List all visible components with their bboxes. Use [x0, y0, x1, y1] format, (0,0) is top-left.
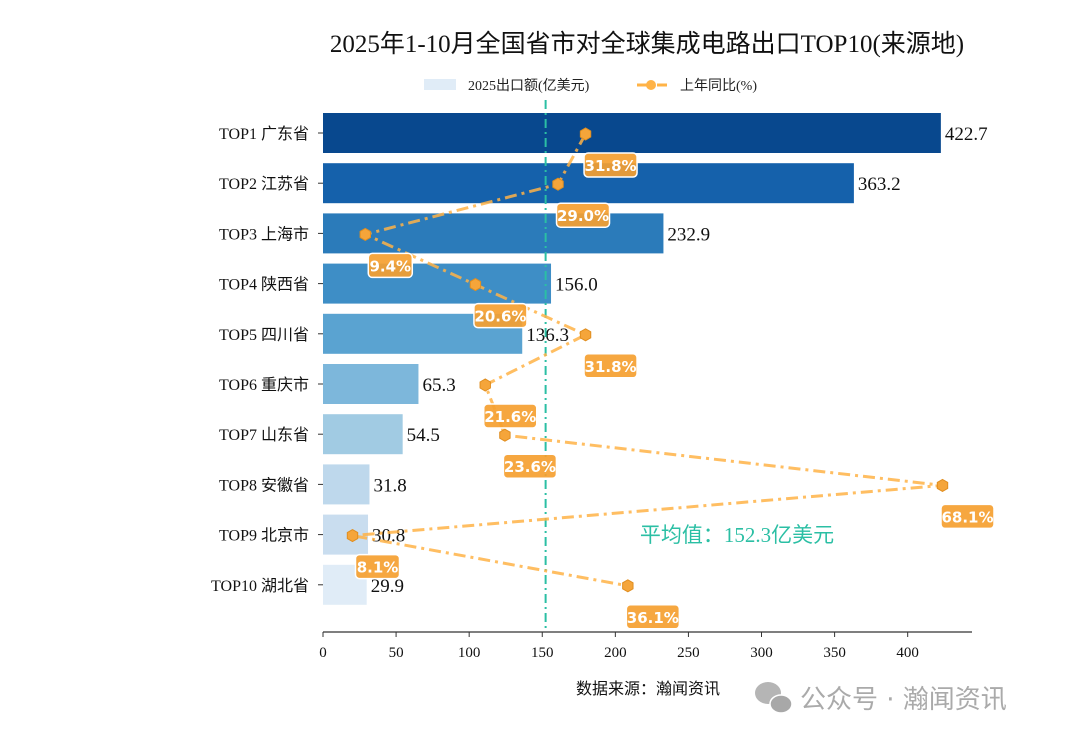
yoy-polyline: [352, 133, 943, 588]
bar: [323, 464, 370, 505]
x-tick-label: 350: [823, 645, 846, 661]
yoy-label-box: [354, 553, 401, 580]
yoy-label-box: [502, 453, 558, 479]
bar: [323, 514, 369, 555]
category-label: TOP10 湖北省: [211, 577, 309, 595]
yoy-marker: [936, 478, 949, 492]
yoy-label-box: [583, 353, 638, 379]
chart-title: 2025年1-10月全国省市对全球集成电路出口TOP10(来源地): [330, 30, 964, 58]
category-label: TOP2 江苏省: [219, 175, 309, 193]
yoy-marker: [552, 177, 564, 191]
category-label: TOP9 北京市: [219, 527, 309, 545]
yoy-label: 8.1%: [357, 559, 399, 577]
yoy-marker: [359, 227, 371, 241]
category-label: TOP6 重庆市: [219, 376, 309, 394]
yoy-label: 31.8%: [585, 358, 637, 376]
bar-value-label: 363.2: [858, 174, 901, 195]
source-note: 数据来源：瀚闻资讯: [576, 680, 720, 698]
x-tick-label: 300: [750, 645, 773, 661]
yoy-marker: [346, 529, 359, 543]
category-label: TOP8 安徽省: [219, 476, 309, 494]
yoy-label-box: [940, 503, 995, 530]
yoy-label: 36.1%: [627, 609, 679, 627]
x-tick-label: 200: [604, 645, 627, 661]
bar-value-label: 156.0: [555, 275, 598, 296]
x-tick-label: 250: [677, 645, 700, 661]
legend-label-line: 上年同比(%): [680, 78, 757, 94]
x-tick-label: 150: [531, 645, 554, 661]
category-label: TOP7 山东省: [219, 426, 309, 444]
bar-value-label: 29.9: [371, 576, 404, 597]
x-tick-label: 0: [319, 645, 327, 661]
yoy-label: 20.6%: [474, 308, 526, 326]
yoy-marker: [622, 579, 634, 593]
bar-value-label: 31.8: [373, 475, 406, 496]
yoy-label: 31.8%: [585, 157, 637, 175]
bar-value-label: 232.9: [667, 224, 710, 245]
category-label: TOP3 上海市: [219, 225, 309, 243]
yoy-label: 29.0%: [557, 207, 609, 225]
category-label: TOP5 四川省: [219, 326, 309, 344]
legend-label-bar: 2025出口额(亿美元): [468, 78, 590, 94]
wechat-icon: [755, 682, 793, 714]
yoy-line: 31.8% 29.0% 9.4% 20.6% 31.8% 21.6% 23.6% 68.1% 8…: [346, 127, 995, 630]
bar-value-label: 422.7: [945, 124, 988, 145]
yoy-label: 21.6%: [484, 408, 536, 426]
average-label: 平均值：152.3亿美元: [640, 523, 834, 547]
yoy-label: 9.4%: [369, 257, 411, 275]
bar: [323, 263, 552, 304]
watermark: 公众号 · 瀚闻资讯: [800, 685, 1007, 715]
bar: [323, 414, 403, 455]
yoy-label-box: [625, 604, 681, 630]
x-tick-label: 50: [389, 645, 404, 661]
yoy-marker: [469, 278, 482, 292]
bar-value-label: 136.3: [526, 325, 569, 346]
yoy-label: 68.1%: [941, 508, 993, 526]
bar: [323, 113, 941, 153]
yoy-label-box: [473, 302, 528, 329]
bar-value-label: 54.5: [407, 425, 440, 446]
yoy-label-box: [367, 252, 414, 279]
yoy-label-box: [583, 152, 638, 178]
legend-marker: [646, 80, 656, 90]
x-tick-label: 100: [458, 645, 481, 661]
yoy-marker: [579, 328, 592, 342]
x-axis: TOP1 广东省 TOP2 江苏省 TOP3 上海市 TOP4 陕西省 TOP5 四川省…: [211, 125, 972, 661]
bar-value-label: 65.3: [422, 375, 455, 396]
yoy-label-box: [555, 202, 611, 228]
yoy-marker: [499, 428, 511, 442]
legend: 2025出口额(亿美元) 上年同比(%): [424, 78, 757, 94]
yoy-marker: [479, 378, 491, 392]
bar: [323, 213, 664, 254]
legend-swatch-bar: [424, 79, 456, 90]
category-label: TOP4 陕西省: [219, 276, 309, 294]
yoy-label-box: [483, 403, 538, 429]
x-tick-label: 400: [896, 645, 919, 661]
yoy-marker: [579, 127, 592, 141]
category-label: TOP1 广东省: [219, 125, 309, 143]
bar: [323, 364, 419, 404]
yoy-label: 23.6%: [504, 458, 556, 476]
